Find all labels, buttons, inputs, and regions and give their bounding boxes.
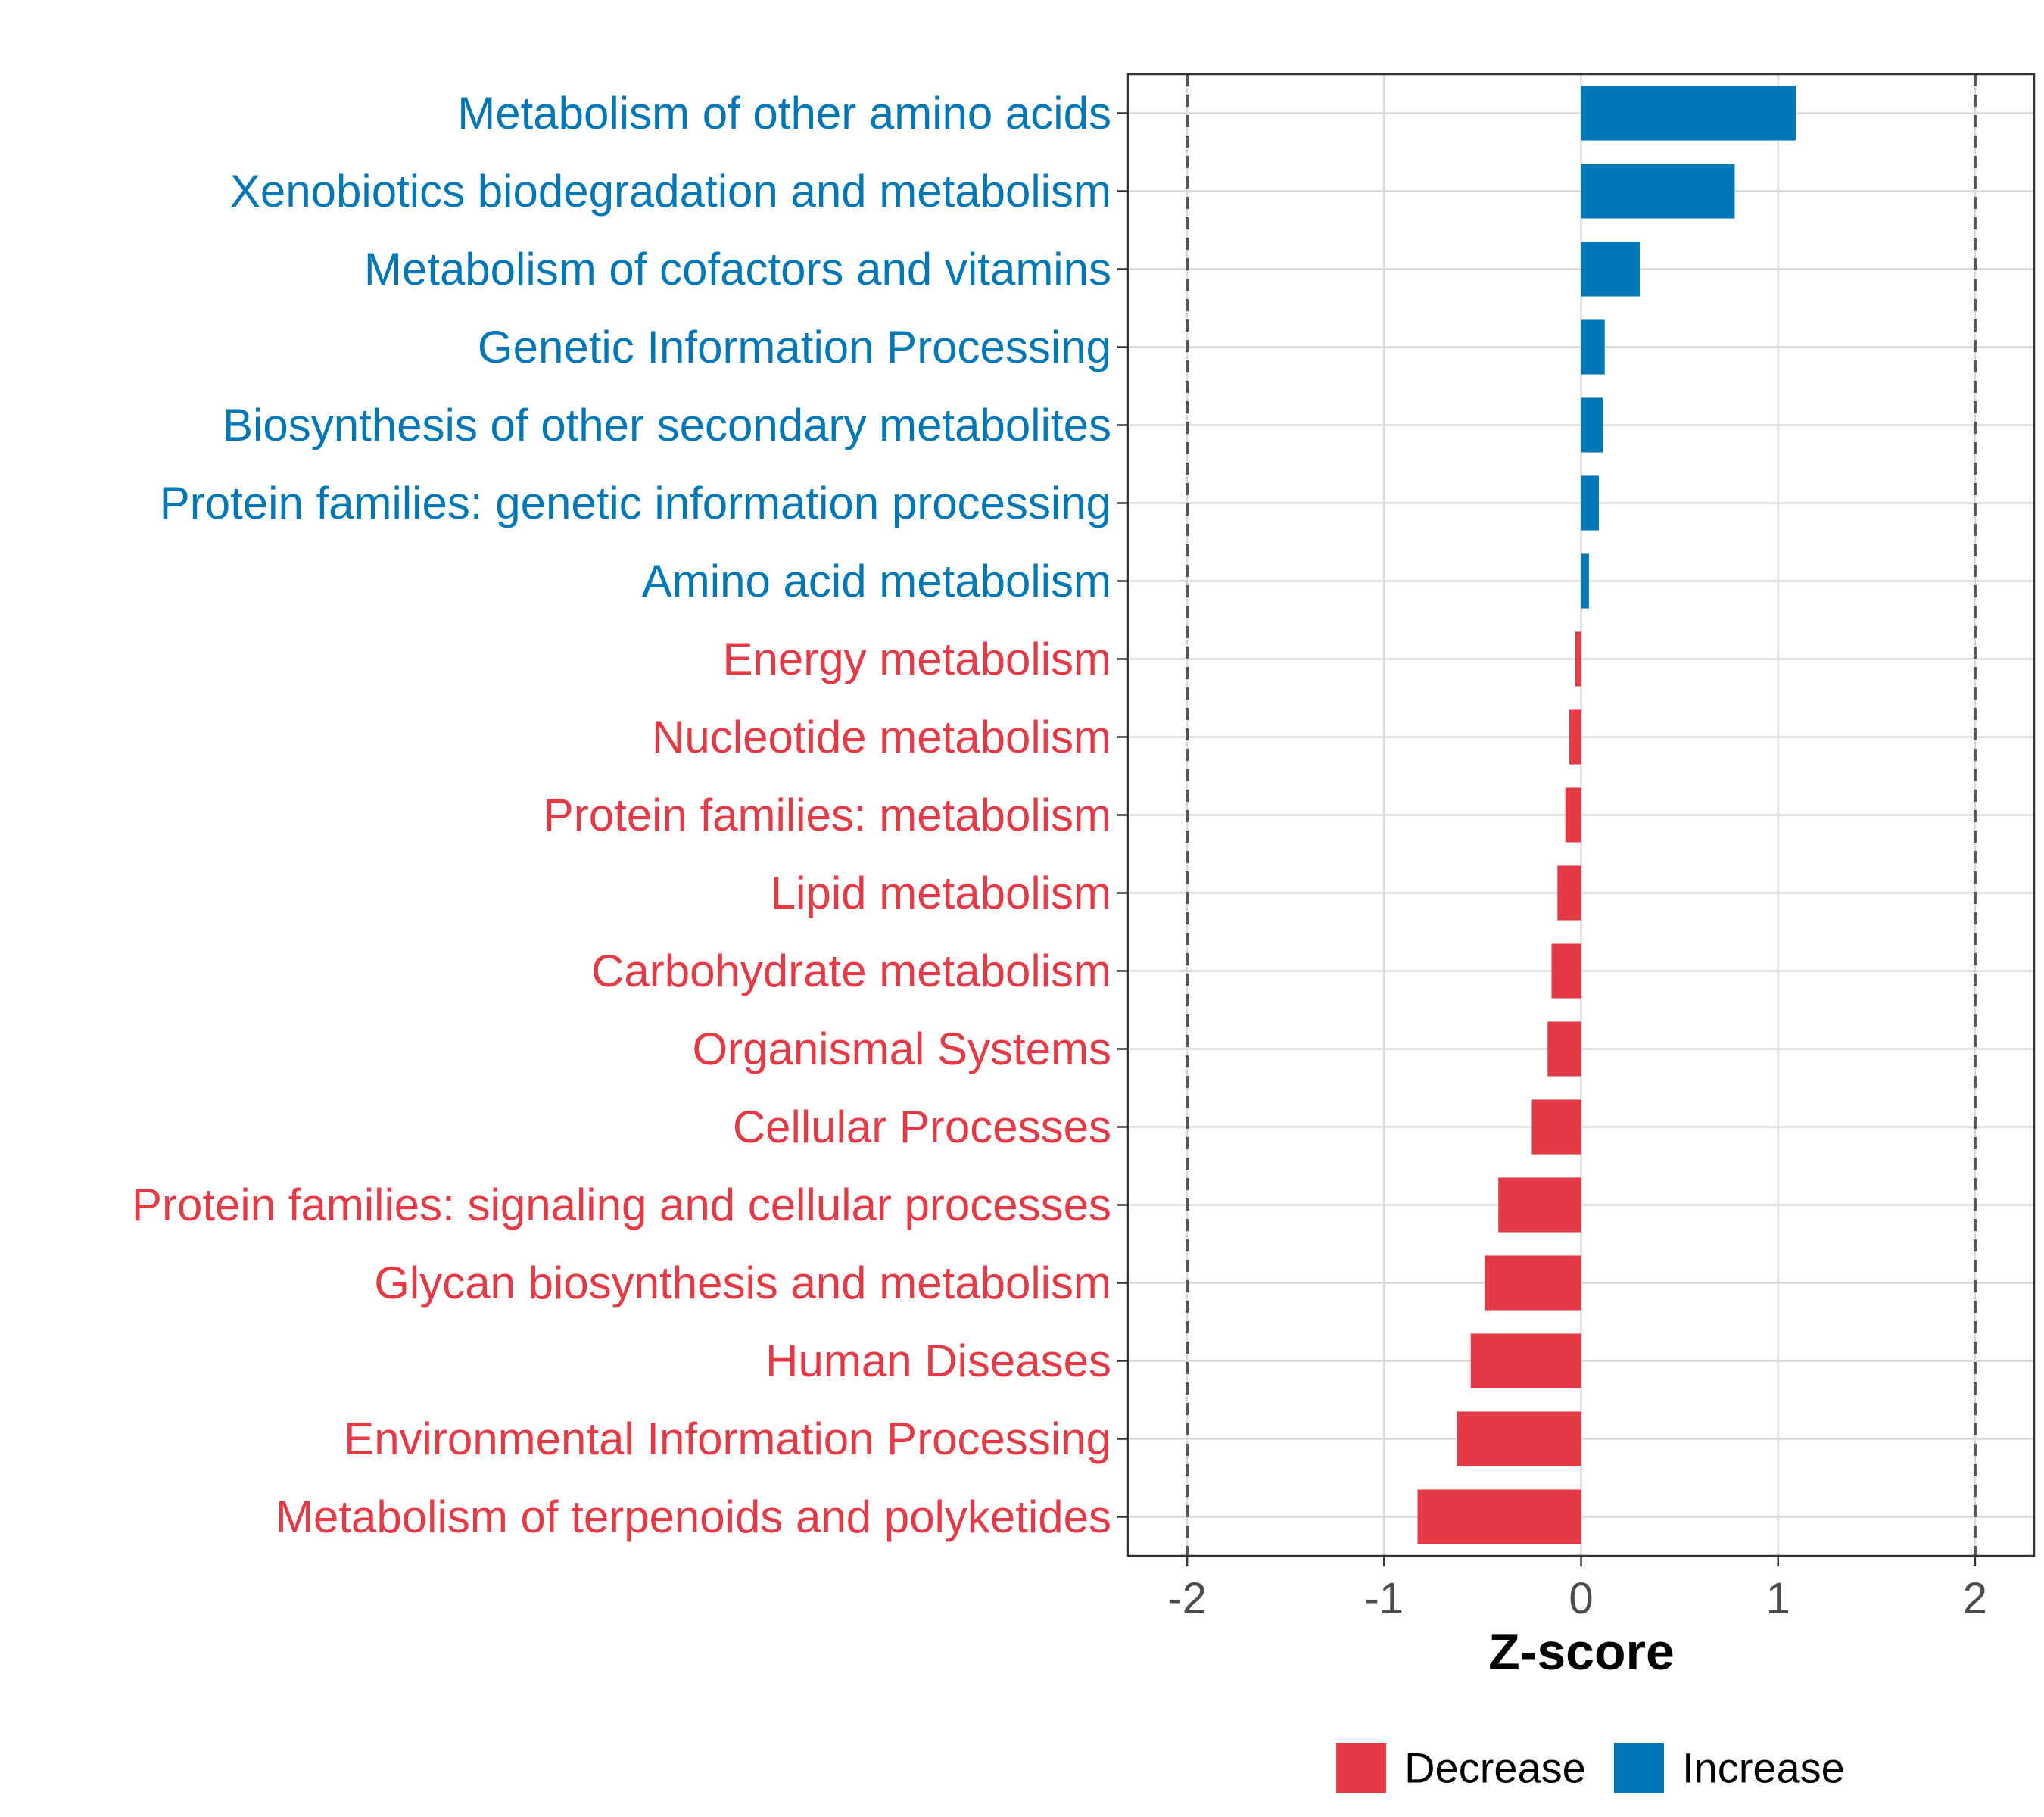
y-category-label: Glycan biosynthesis and metabolism: [374, 1258, 1111, 1308]
bar: [1484, 1255, 1581, 1311]
bar: [1498, 1177, 1581, 1233]
y-category-label: Protein families: genetic information pr…: [160, 478, 1111, 528]
y-category-label: Xenobiotics biodegradation and metabolis…: [230, 166, 1111, 217]
legend-swatch-increase: [1614, 1743, 1664, 1793]
bar: [1565, 787, 1581, 843]
bar: [1557, 865, 1581, 921]
bar: [1581, 86, 1796, 141]
y-category-label: Biosynthesis of other secondary metaboli…: [223, 400, 1111, 450]
y-category-label: Carbohydrate metabolism: [591, 946, 1111, 996]
y-category-label: Environmental Information Processing: [344, 1413, 1111, 1464]
bars: [1417, 86, 1796, 1544]
y-category-label: Protein families: signaling and cellular…: [132, 1180, 1111, 1230]
bar: [1581, 164, 1735, 219]
x-tick-label: 1: [1766, 1574, 1790, 1623]
y-category-label: Amino acid metabolism: [642, 556, 1111, 606]
x-tick-label: -1: [1364, 1574, 1404, 1623]
y-category-label: Energy metabolism: [722, 634, 1111, 684]
x-tick-label: 0: [1569, 1574, 1593, 1623]
bar: [1417, 1489, 1581, 1544]
bar: [1581, 397, 1603, 453]
bar: [1575, 631, 1581, 687]
y-category-label: Genetic Information Processing: [478, 322, 1111, 372]
y-category-label: Protein families: metabolism: [544, 790, 1111, 840]
y-category-label: Human Diseases: [765, 1335, 1111, 1386]
legend-label-increase: Increase: [1682, 1744, 1845, 1792]
bar: [1531, 1099, 1581, 1155]
legend-label-decrease: Decrease: [1404, 1744, 1586, 1792]
bar: [1581, 242, 1640, 297]
bar: [1457, 1411, 1581, 1466]
legend-swatch-decrease: [1336, 1743, 1387, 1793]
bar: [1470, 1333, 1581, 1388]
y-category-label: Nucleotide metabolism: [652, 712, 1111, 762]
x-axis-ticks: -2 -1 0 1 2: [1167, 1556, 1987, 1623]
y-category-label: Metabolism of other amino acids: [457, 88, 1111, 139]
x-tick-label: 2: [1963, 1574, 1987, 1623]
reference-lines: [1186, 74, 1977, 1556]
y-category-label: Organismal Systems: [693, 1024, 1111, 1074]
bar: [1581, 553, 1589, 609]
y-category-label: Metabolism of cofactors and vitamins: [364, 244, 1111, 295]
y-category-label: Metabolism of terpenoids and polyketides: [276, 1491, 1111, 1542]
y-axis-ticks: [1117, 112, 1128, 1518]
bar: [1581, 319, 1605, 375]
y-category-label: Lipid metabolism: [771, 868, 1111, 918]
y-axis-category-labels: Metabolism of other amino acids Xenobioti…: [132, 88, 1111, 1542]
legend: Decrease Increase: [1336, 1743, 1845, 1793]
bar: [1551, 943, 1581, 999]
bar: [1547, 1021, 1581, 1077]
bar: [1569, 709, 1581, 765]
y-category-label: Cellular Processes: [733, 1102, 1111, 1152]
x-tick-label: -2: [1167, 1574, 1207, 1623]
bar: [1581, 475, 1599, 531]
x-axis-title: Z-score: [1488, 1623, 1675, 1681]
